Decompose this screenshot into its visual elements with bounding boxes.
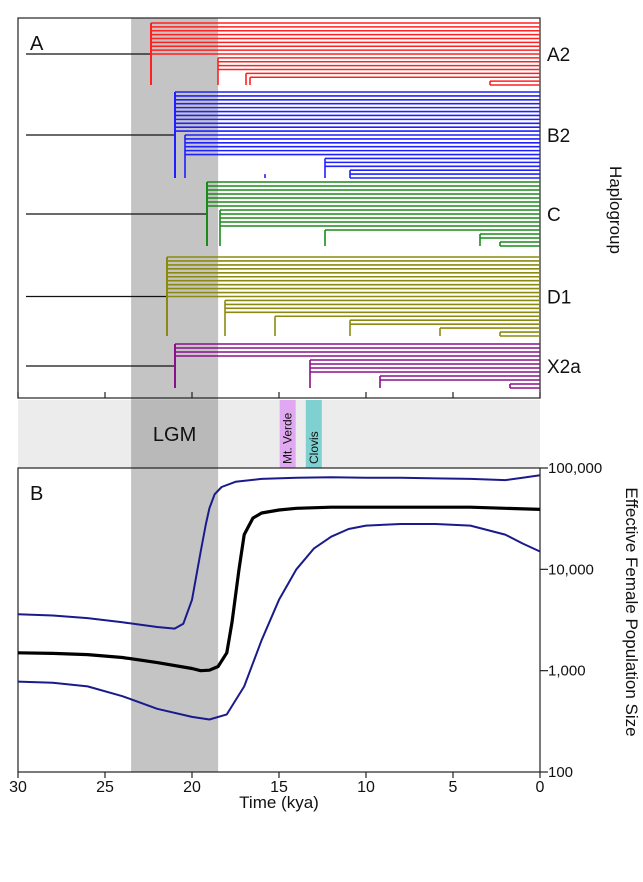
x-axis: 30 25 20 15 10 5 0 <box>9 772 545 796</box>
clade-tree <box>26 343 540 389</box>
clade-tree <box>26 256 540 337</box>
panel-b-label: B <box>30 483 43 505</box>
clade-leaves <box>207 181 540 247</box>
x-tick-label: 20 <box>183 779 201 796</box>
panel-a-label: A <box>30 33 44 55</box>
clade-leaves <box>151 22 540 86</box>
event-markers: Mt. Verde Clovis <box>279 400 322 468</box>
panel-a-phylogeny: A A2 B2 C D1 X2a Haplogroup <box>17 17 625 399</box>
event-marker <box>305 400 322 468</box>
clade-label: B2 <box>547 126 570 147</box>
clade-tree <box>26 181 540 247</box>
event-label: Mt. Verde <box>281 412 295 464</box>
clade-label: D1 <box>547 288 571 309</box>
lgm-band-shade <box>131 400 219 468</box>
panel-a-frame <box>17 17 541 399</box>
series-median <box>17 505 541 673</box>
phylogeny-trees <box>26 22 540 389</box>
y-axis: 100 1,000 10,000 100,000 <box>540 460 602 781</box>
clade-leaves <box>175 91 540 179</box>
clade-labels: A2 B2 C D1 X2a <box>547 45 581 378</box>
x-tick-label: 5 <box>449 779 458 796</box>
series-upper <box>17 474 541 630</box>
event-band: LGM Mt. Verde Clovis <box>18 400 540 468</box>
panel-a-ticks <box>17 392 541 398</box>
y-tick-label: 10,000 <box>548 561 594 578</box>
clade-label: C <box>547 205 561 226</box>
x-tick-label: 15 <box>270 779 288 796</box>
series-lower <box>17 523 541 721</box>
y-tick-label: 100,000 <box>548 460 602 477</box>
x-axis-label: Time (kya) <box>239 793 319 812</box>
haplogroup-axis-label: Haplogroup <box>606 166 625 254</box>
clade-leaves <box>167 256 540 337</box>
clade-leaves <box>175 343 540 389</box>
clade-label: A2 <box>547 45 570 66</box>
x-tick-label: 10 <box>357 779 375 796</box>
clade-tree <box>26 91 540 179</box>
x-tick-label: 0 <box>536 779 545 796</box>
panel-b-population: B 30 25 20 15 10 5 0 100 1,000 10,000 100,000 Tim… <box>9 460 641 812</box>
lgm-label: LGM <box>153 424 196 446</box>
y-tick-label: 100 <box>548 764 573 781</box>
population-series <box>17 474 541 721</box>
x-tick-label: 30 <box>9 779 27 796</box>
x-tick-label: 25 <box>96 779 114 796</box>
clade-tree <box>26 22 540 86</box>
event-label: Clovis <box>307 431 321 464</box>
event-marker <box>279 400 296 468</box>
y-axis-label: Effective Female Population Size <box>622 487 641 736</box>
y-tick-label: 1,000 <box>548 663 586 680</box>
event-band-bg <box>18 400 540 468</box>
clade-label: X2a <box>547 357 581 378</box>
